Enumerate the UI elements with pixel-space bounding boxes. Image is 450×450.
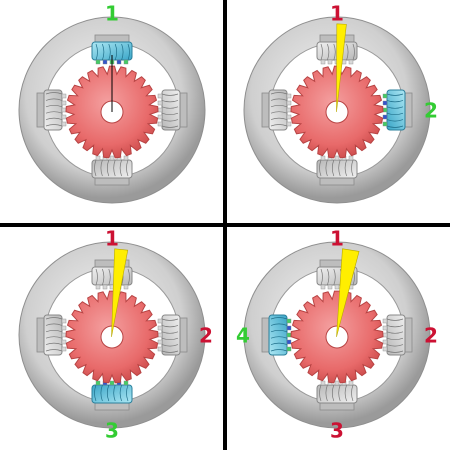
motor-panel-step-3: 1 2 3 — [18, 227, 213, 443]
coil-bottom — [91, 155, 133, 186]
coil-left — [261, 89, 292, 131]
coil-right — [157, 314, 188, 356]
coil-label-right: 2 — [424, 99, 438, 123]
coil-label-bottom: 3 — [105, 419, 119, 443]
coil-bottom — [316, 380, 358, 411]
coil-top — [91, 34, 133, 65]
coil-top — [91, 259, 133, 290]
stator-ring — [244, 242, 430, 428]
position-pointer — [336, 248, 360, 337]
coil-label-right: 2 — [424, 324, 438, 348]
position-pointer — [111, 248, 129, 338]
coil-bottom — [91, 380, 133, 411]
coil-right — [157, 89, 188, 131]
coil-label-top: 1 — [330, 2, 344, 26]
coil-label-top: 1 — [105, 227, 119, 251]
position-pointer — [336, 23, 347, 113]
motor-panel-step-4: 1 2 3 4 — [236, 227, 438, 443]
motor-panel-step-1: 1 — [18, 2, 206, 204]
coil-label-top: 1 — [105, 2, 119, 26]
coil-right — [382, 89, 413, 131]
coil-left — [36, 89, 67, 131]
coil-bottom — [316, 155, 358, 186]
coil-label-top: 1 — [330, 227, 344, 251]
coil-label-right: 2 — [199, 324, 213, 348]
stator-ring — [19, 242, 205, 428]
coil-label-left: 4 — [236, 324, 250, 348]
coil-label-bottom: 3 — [330, 419, 344, 443]
coil-left — [36, 314, 67, 356]
motor-panel-step-2: 12 — [243, 2, 438, 204]
coil-right — [382, 314, 413, 356]
stator-ring — [19, 17, 205, 203]
coil-left — [261, 314, 292, 356]
